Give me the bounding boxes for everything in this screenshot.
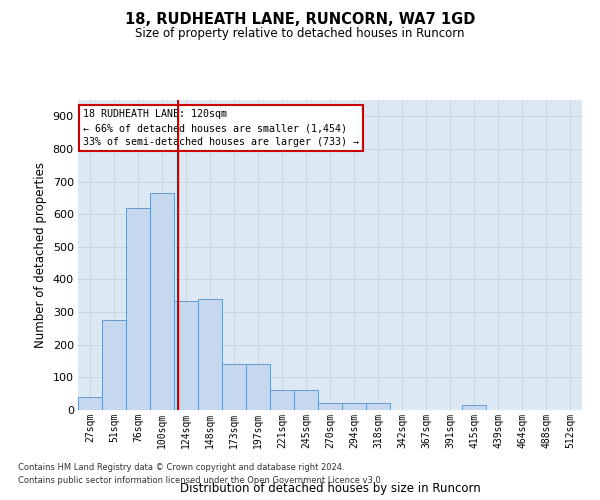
Bar (102, 320, 126, 410)
Bar (126, 208, 150, 410)
Bar (270, 390, 294, 410)
Y-axis label: Number of detached properties: Number of detached properties (34, 162, 47, 348)
Text: Contains public sector information licensed under the Open Government Licence v3: Contains public sector information licen… (18, 476, 383, 485)
Bar (78, 397, 102, 410)
Bar (246, 364, 270, 410)
Bar (318, 404, 342, 410)
Bar (198, 299, 222, 410)
Bar (366, 404, 390, 410)
Bar (150, 193, 174, 410)
Bar (222, 364, 246, 410)
Text: 18 RUDHEATH LANE: 120sqm
← 66% of detached houses are smaller (1,454)
33% of sem: 18 RUDHEATH LANE: 120sqm ← 66% of detach… (83, 110, 359, 148)
Text: Contains HM Land Registry data © Crown copyright and database right 2024.: Contains HM Land Registry data © Crown c… (18, 464, 344, 472)
Bar (462, 405, 486, 410)
Bar (342, 404, 366, 410)
Bar (294, 390, 318, 410)
Bar (174, 300, 198, 410)
Text: 18, RUDHEATH LANE, RUNCORN, WA7 1GD: 18, RUDHEATH LANE, RUNCORN, WA7 1GD (125, 12, 475, 28)
Text: Size of property relative to detached houses in Runcorn: Size of property relative to detached ho… (135, 28, 465, 40)
Text: Distribution of detached houses by size in Runcorn: Distribution of detached houses by size … (179, 482, 481, 495)
